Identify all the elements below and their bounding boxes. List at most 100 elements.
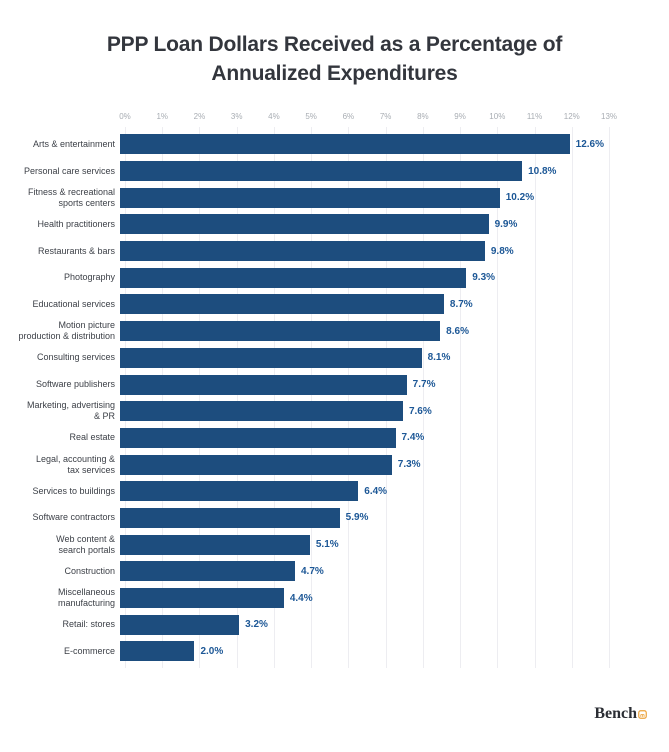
category-label: Miscellaneous manufacturing: [57, 587, 115, 609]
category-label: Marketing, advertising & PR: [26, 400, 115, 422]
category-label: Consulting services: [36, 352, 115, 363]
value-label: 6.4%: [364, 485, 388, 497]
value-label: 7.7%: [412, 379, 436, 391]
chart-row: Restaurants & bars 9.8%: [0, 238, 669, 265]
value-label: 12.6%: [575, 138, 604, 150]
gridline: [125, 127, 126, 668]
bar: [120, 401, 403, 422]
bar: [120, 614, 240, 635]
value-label: 2.0%: [200, 645, 224, 657]
bar-area: 4.7%: [120, 561, 604, 582]
bar-area: 12.6%: [120, 134, 604, 155]
value-label: 7.3%: [397, 459, 421, 471]
category-label: Web content & search portals: [56, 533, 115, 555]
value-label: 4.7%: [300, 565, 324, 577]
x-tick-label: 3%: [230, 112, 243, 121]
x-tick-label: 8%: [417, 112, 429, 121]
category-label: Fitness & recreational sports centers: [27, 186, 115, 208]
category-label: Software publishers: [35, 379, 115, 390]
x-tick-label: 0%: [119, 112, 131, 121]
chart-title: PPP Loan Dollars Received as a Percentag…: [106, 33, 563, 85]
gridline: [460, 127, 462, 668]
category-label: Services to buildings: [32, 485, 115, 496]
category-label: Real estate: [69, 432, 115, 443]
bar-area: 8.7%: [120, 294, 604, 315]
x-tick-label: 10%: [489, 112, 506, 121]
bar-area: 7.6%: [120, 401, 604, 422]
category-label: Software contractors: [32, 512, 115, 523]
bar: [120, 481, 359, 502]
x-tick-label: 9%: [454, 112, 466, 121]
bar: [120, 454, 392, 475]
category-label: Retail: stores: [62, 619, 115, 630]
footer: Bench: [594, 705, 647, 724]
category-label: Motion picture production & distribution: [18, 320, 115, 342]
chart-row: Construction 4.7%: [0, 558, 669, 585]
bar-area: 6.4%: [120, 481, 604, 502]
gridline: [236, 127, 238, 668]
value-label: 3.2%: [245, 619, 268, 631]
chart-row: Services to buildings 6.4%: [0, 478, 669, 505]
category-label: Restaurants & bars: [37, 245, 115, 256]
value-label: 7.6%: [408, 405, 432, 417]
bar-area: 10.8%: [120, 161, 604, 182]
x-tick-label: 6%: [342, 112, 355, 121]
bar-chart: 0% 1% 2% 3% 4% 5% 6% 7% 8% 9% 10% 11% 12% 13% Arts & …: [0, 110, 669, 670]
bar: [120, 294, 444, 315]
value-label: 9.9%: [494, 218, 518, 230]
value-label: 5.9%: [345, 512, 369, 524]
bar: [120, 321, 441, 342]
bar: [120, 561, 295, 582]
x-tick-label: 5%: [305, 112, 317, 121]
gridline: [534, 127, 536, 668]
bar: [120, 534, 310, 555]
chart-row: Retail: stores 3.2%: [0, 611, 669, 638]
x-axis: 0% 1% 2% 3% 4% 5% 6% 7% 8% 9% 10% 11% 12% 13%: [0, 112, 669, 124]
rows: Arts & entertainment 12.6% Personal care…: [0, 131, 669, 665]
gridlines: [0, 127, 669, 668]
bar-area: 3.2%: [120, 614, 604, 635]
value-label: 9.3%: [472, 272, 496, 284]
chart-row: Software publishers 7.7%: [0, 371, 669, 398]
bar: [120, 267, 467, 288]
chart-row: Educational services 8.7%: [0, 291, 669, 318]
gridline: [348, 127, 350, 668]
gridline: [422, 127, 424, 668]
value-label: 10.8%: [528, 165, 557, 177]
chart-row: Arts & entertainment 12.6%: [0, 131, 669, 158]
category-label: Legal, accounting & tax services: [35, 453, 115, 475]
gridline: [609, 127, 610, 668]
category-label: Arts & entertainment: [32, 138, 115, 149]
value-label: 4.4%: [289, 592, 313, 604]
gridline: [199, 127, 201, 668]
category-label: Personal care services: [23, 165, 115, 176]
bar-area: 9.9%: [120, 214, 604, 235]
x-tick-label: 7%: [379, 112, 392, 121]
bar: [120, 347, 422, 368]
chart-row: Personal care services 10.8%: [0, 158, 669, 185]
chart-row: Photography 9.3%: [0, 264, 669, 291]
chart-row: Motion picture production & distribution…: [0, 318, 669, 345]
bar: [120, 374, 407, 395]
x-tick-label: 1%: [156, 112, 168, 121]
bar: [120, 588, 284, 609]
bar-area: 5.1%: [120, 534, 604, 555]
category-label: Photography: [63, 272, 115, 283]
bar-area: 8.6%: [120, 321, 604, 342]
bar-area: 4.4%: [120, 588, 604, 609]
x-tick-label: 2%: [193, 112, 206, 121]
value-label: 8.7%: [449, 298, 473, 310]
bar: [120, 161, 523, 182]
chart-row: Miscellaneous manufacturing 4.4%: [0, 585, 669, 612]
gridline: [162, 127, 164, 668]
gridline: [571, 127, 573, 668]
chart-row: Software contractors 5.9%: [0, 505, 669, 532]
chart-row: Marketing, advertising & PR 7.6%: [0, 398, 669, 425]
bar: [120, 187, 500, 208]
value-label: 8.6%: [446, 325, 469, 337]
chart-row: E-commerce 2.0%: [0, 638, 669, 665]
chart-row: Real estate 7.4%: [0, 425, 669, 452]
bar-area: 7.4%: [120, 427, 604, 448]
chart-row: Web content & search portals 5.1%: [0, 531, 669, 558]
